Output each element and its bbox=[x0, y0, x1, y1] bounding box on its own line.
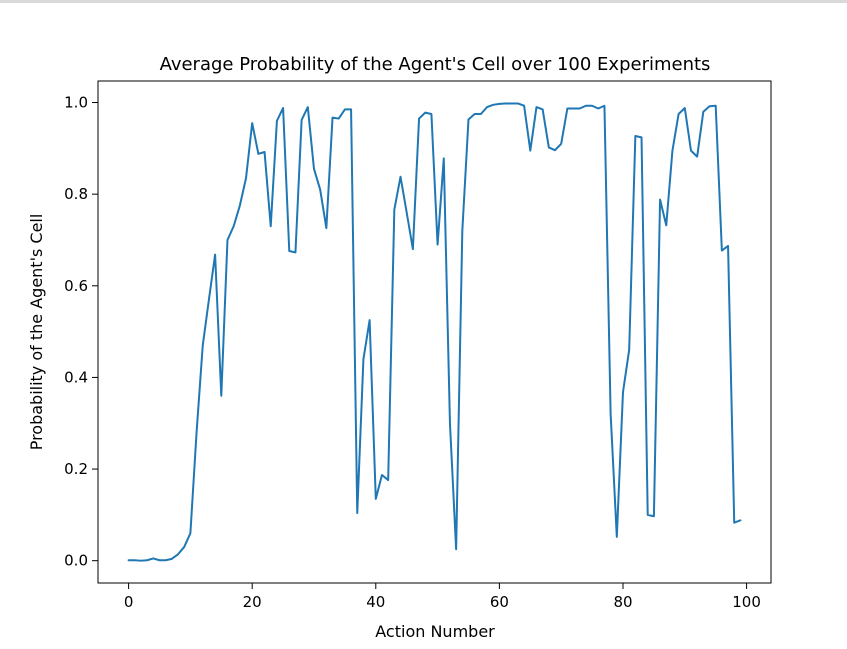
y-tick-label: 0.0 bbox=[64, 552, 88, 570]
x-tick-label: 20 bbox=[243, 593, 262, 611]
x-axis-ticks: 0 20 40 60 80 100 bbox=[124, 583, 761, 611]
y-tick-label: 0.8 bbox=[64, 185, 88, 203]
y-tick-label: 0.2 bbox=[64, 460, 88, 478]
y-axis-ticks: 0.0 0.2 0.4 0.6 0.8 1.0 bbox=[64, 94, 98, 570]
x-tick-label: 100 bbox=[732, 593, 761, 611]
plot-frame bbox=[97, 80, 772, 584]
x-tick-label: 80 bbox=[613, 593, 632, 611]
y-tick-label: 0.4 bbox=[64, 368, 88, 386]
y-axis-label: Probability of the Agent's Cell bbox=[27, 214, 46, 451]
x-tick-label: 60 bbox=[490, 593, 509, 611]
x-tick-label: 40 bbox=[366, 593, 385, 611]
x-tick-label: 0 bbox=[124, 593, 134, 611]
series-line bbox=[127, 102, 742, 562]
y-tick-label: 1.0 bbox=[64, 94, 88, 112]
top-divider bbox=[0, 0, 847, 3]
x-axis-label: Action Number bbox=[375, 622, 495, 641]
chart-title: Average Probability of the Agent's Cell … bbox=[160, 54, 711, 75]
y-tick-label: 0.6 bbox=[64, 277, 88, 295]
